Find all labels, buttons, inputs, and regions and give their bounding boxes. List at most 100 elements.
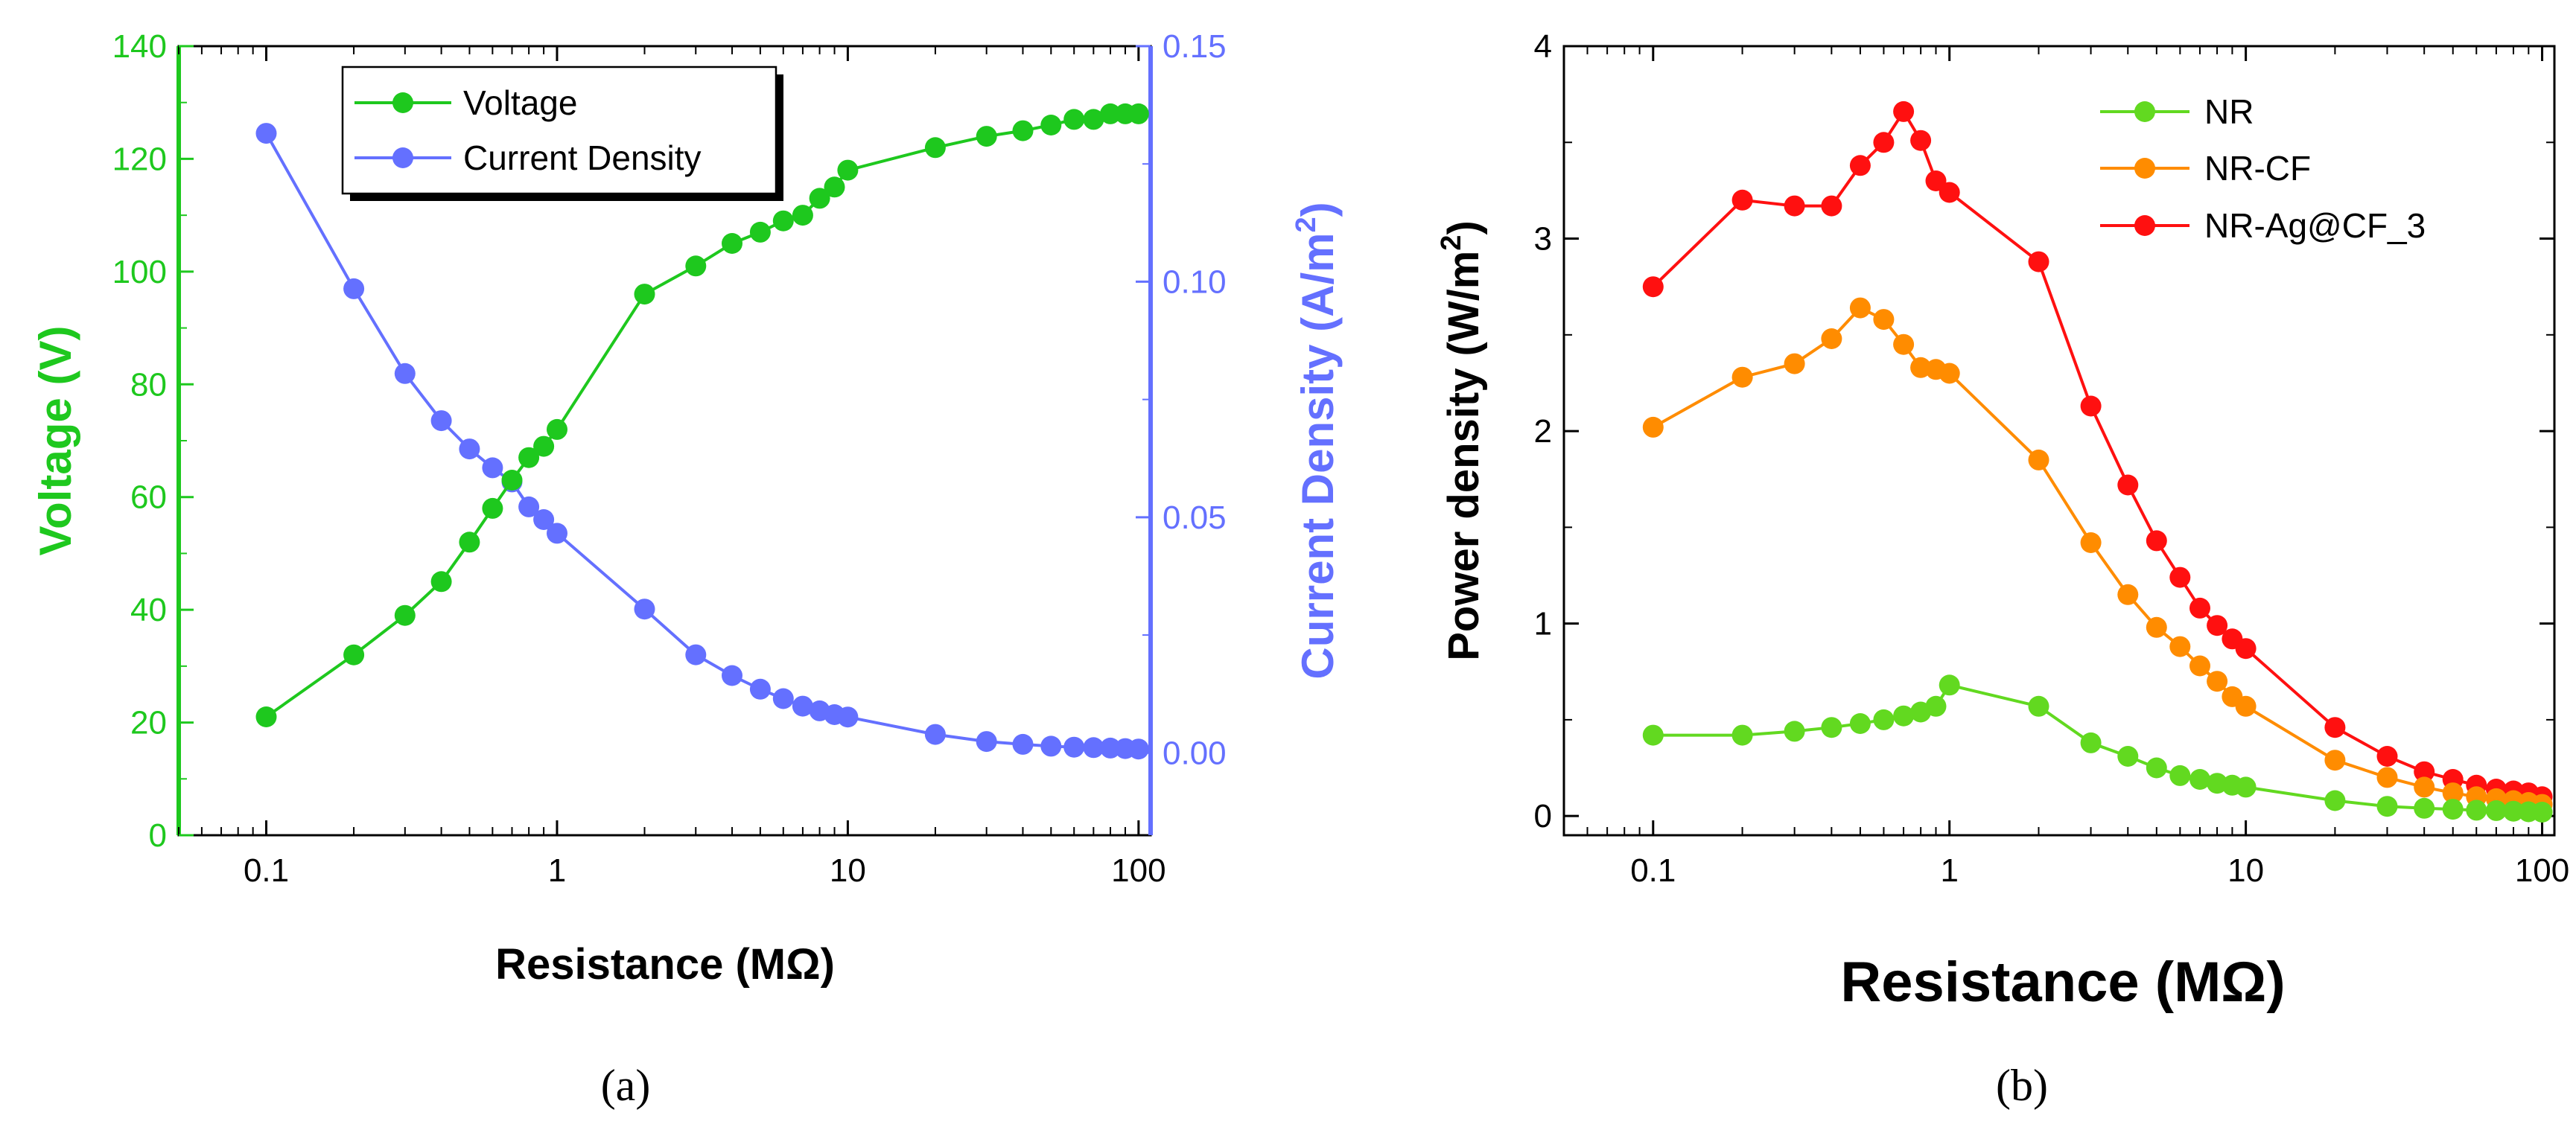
legend-voltage-marker bbox=[392, 92, 413, 113]
nr-ag-cf-point bbox=[1731, 189, 1753, 211]
nr-cf-point bbox=[2189, 655, 2210, 677]
nr-ag-cf-point bbox=[2414, 761, 2435, 782]
nr-point bbox=[2531, 802, 2553, 823]
nr-cf-point bbox=[2324, 750, 2346, 771]
current-density-point bbox=[772, 688, 794, 709]
current-density-point bbox=[976, 731, 997, 753]
voltage-point bbox=[533, 435, 555, 457]
panel-b-series bbox=[1642, 100, 2553, 823]
panel-a-left-tick-label: 80 bbox=[130, 366, 167, 403]
current-density-point bbox=[1012, 733, 1034, 755]
nr-ag-cf-point bbox=[2146, 530, 2167, 552]
nr-cf-point bbox=[2235, 695, 2257, 717]
voltage-point bbox=[924, 137, 946, 159]
legend-nr-ag-cf-label: NR-Ag@CF_3 bbox=[2204, 206, 2426, 245]
nr-ag-cf-point bbox=[2080, 395, 2102, 417]
nr-point bbox=[2376, 796, 2398, 817]
current-density-point bbox=[722, 665, 742, 686]
current-density-point bbox=[430, 410, 452, 432]
panel-b-y-axis-label: Power density (W/m2) bbox=[1436, 220, 1488, 661]
legend-nr-cf-marker bbox=[2134, 158, 2155, 179]
panel-a-x-tick-label: 100 bbox=[1111, 852, 1165, 889]
nr-cf-point bbox=[2207, 671, 2228, 692]
panel-a-right-tick-label: 0.15 bbox=[1163, 28, 1227, 65]
panel-a-series bbox=[255, 103, 1149, 760]
current-density-point bbox=[343, 278, 365, 299]
legend-current-density-marker bbox=[392, 147, 413, 168]
nr-cf-point bbox=[1910, 357, 1932, 378]
current-density-point bbox=[518, 496, 540, 517]
nr-ag-cf-point bbox=[2189, 597, 2210, 619]
voltage-point bbox=[634, 284, 655, 305]
panel-b-x-ticks: 0.1 1 10 100 bbox=[1563, 46, 2569, 889]
voltage-point bbox=[824, 176, 845, 198]
nr-point bbox=[2442, 799, 2464, 820]
nr-point bbox=[2207, 773, 2228, 794]
voltage-point bbox=[809, 188, 830, 209]
nr-point bbox=[2324, 790, 2346, 811]
current-density-line bbox=[264, 133, 1139, 751]
nr-ag-cf-point bbox=[1821, 195, 1842, 217]
current-density-point bbox=[1040, 735, 1062, 757]
panel-a-x-tick-label: 1 bbox=[548, 852, 566, 889]
legend-nr-marker bbox=[2134, 101, 2155, 122]
nr-point bbox=[1821, 717, 1842, 738]
nr-line bbox=[1653, 683, 2542, 814]
voltage-point bbox=[792, 205, 813, 226]
nr-cf-point bbox=[1784, 353, 1805, 374]
voltage-point bbox=[1128, 103, 1149, 124]
panel-a-x-tick-label: 0.1 bbox=[244, 852, 289, 889]
nr-point bbox=[1873, 709, 1895, 730]
panel-a-left-tick-label: 120 bbox=[112, 141, 167, 177]
nr-point bbox=[2189, 769, 2210, 790]
nr-ag-cf-line bbox=[1652, 109, 2543, 799]
current-density-point bbox=[547, 523, 567, 544]
nr-ag-cf-point bbox=[2376, 746, 2398, 767]
current-density-point bbox=[634, 599, 655, 620]
panel-b-caption: (b) bbox=[1996, 1061, 2048, 1110]
panel-a-x-axis-label: Resistance (MΩ) bbox=[495, 940, 835, 989]
panel-b-x-tick-label: 1 bbox=[1940, 852, 1958, 889]
nr-point bbox=[2235, 776, 2257, 798]
voltage-line bbox=[265, 112, 1139, 718]
panel-a-right-axis-label: Current Density (A/m2) bbox=[1291, 202, 1343, 679]
nr-point bbox=[2503, 800, 2524, 822]
nr-cf-point bbox=[1849, 297, 1871, 319]
legend-nr-cf-label: NR-CF bbox=[2204, 149, 2311, 188]
voltage-point bbox=[1040, 115, 1062, 135]
nr-cf-point bbox=[2117, 584, 2139, 605]
nr-ag-cf-point bbox=[1893, 100, 1915, 122]
panel-b-x-tick-label: 0.1 bbox=[1630, 852, 1676, 889]
current-density-point bbox=[533, 509, 555, 530]
nr-point bbox=[1642, 724, 1664, 746]
panel-a-left-tick-label: 60 bbox=[130, 479, 167, 516]
panel-b-x-axis-label: Resistance (MΩ) bbox=[1840, 951, 2285, 1014]
nr-cf-point bbox=[2376, 767, 2398, 788]
panel-a-x-ticks: 0.1 1 10 100 bbox=[178, 46, 1166, 889]
current-density-point bbox=[1083, 737, 1104, 759]
current-density-point bbox=[685, 644, 707, 666]
voltage-point bbox=[1012, 120, 1034, 141]
nr-ag-cf-point bbox=[2324, 717, 2346, 738]
nr-ag-cf-point bbox=[2117, 474, 2139, 496]
panel-b-y-tick-label: 0 bbox=[1534, 798, 1552, 834]
panel-a-caption: (a) bbox=[601, 1061, 651, 1110]
nr-ag-cf-point bbox=[1939, 182, 1960, 203]
panel-b-power-density-chart: 0.1 1 10 100 0 1 2 3 4 NR NR-CF NR-Ag@CF_3 Resi… bbox=[1436, 28, 2569, 1110]
nr-cf-point bbox=[1642, 416, 1664, 438]
nr-cf-point bbox=[2414, 776, 2435, 798]
panel-b-y-ticks: 0 1 2 3 4 bbox=[1534, 28, 2554, 834]
voltage-point bbox=[394, 604, 416, 626]
legend-voltage-label: Voltage bbox=[463, 83, 577, 122]
current-density-point bbox=[792, 695, 813, 717]
nr-cf-point bbox=[2028, 449, 2049, 470]
panel-b-y-tick-label: 1 bbox=[1534, 606, 1552, 642]
nr-cf-point bbox=[2080, 532, 2102, 553]
nr-point bbox=[1925, 695, 1947, 717]
current-density-point bbox=[255, 123, 277, 144]
voltage-point bbox=[837, 159, 859, 181]
nr-cf-point bbox=[2146, 616, 2167, 638]
panel-a-left-tick-label: 40 bbox=[130, 592, 167, 628]
panel-b-x-tick-label: 10 bbox=[2227, 852, 2264, 889]
